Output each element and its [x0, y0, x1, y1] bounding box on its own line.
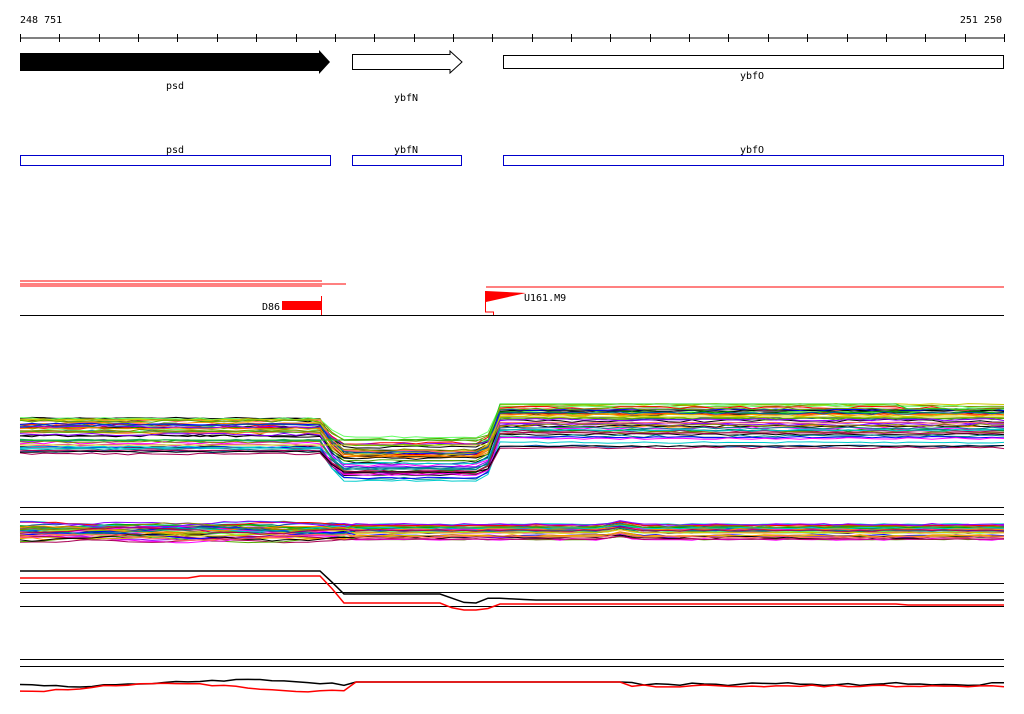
- feature-flag[interactable]: [486, 291, 526, 302]
- expression-track-3: [20, 570, 1004, 611]
- annotation-psd[interactable]: psd: [20, 145, 331, 166]
- expression-trace: [20, 575, 1004, 611]
- annotation-label: ybfO: [740, 145, 764, 156]
- expression-trace: [19, 444, 1005, 474]
- annotation-label: ybfN: [394, 145, 418, 156]
- feature-U161-M9[interactable]: U161.M9: [485, 291, 567, 315]
- expression-trace: [20, 403, 1004, 441]
- expression-track-2: [19, 520, 1005, 544]
- expression-trace: [19, 525, 1005, 534]
- expression-trace: [19, 413, 1005, 458]
- expression-trace: [19, 437, 1005, 476]
- expression-trace: [19, 407, 1005, 441]
- expression-trace: [19, 429, 1005, 473]
- coordinate-end-label: 251 250: [960, 15, 1002, 26]
- gene-label: ybfN: [394, 93, 418, 104]
- gene-ybfO[interactable]: ybfO: [503, 55, 1004, 83]
- ruler-ticks: [20, 34, 1005, 42]
- expression-trace: [19, 418, 1005, 446]
- expression-trace: [19, 428, 1005, 465]
- annotation-ybfN[interactable]: ybfN: [352, 145, 462, 166]
- feature-label: D86: [262, 302, 280, 313]
- annotation-ybfO[interactable]: ybfO: [503, 145, 1004, 166]
- gene-box[interactable]: [503, 55, 1004, 69]
- expression-trace: [19, 446, 1005, 475]
- expression-trace: [19, 526, 1005, 535]
- gene-label: psd: [166, 81, 184, 92]
- expression-track-4: [19, 678, 1005, 693]
- expression-trace: [19, 411, 1005, 455]
- expression-trace: [20, 570, 1004, 604]
- expression-trace: [19, 431, 1005, 473]
- annotation-label: psd: [166, 145, 184, 156]
- expression-trace: [19, 529, 1005, 537]
- gene-ybfN[interactable]: ybfN: [352, 49, 463, 104]
- gene-label: ybfO: [740, 71, 764, 82]
- expression-trace: [19, 526, 1005, 535]
- track-separators-2: [20, 659, 1004, 667]
- expression-trace: [19, 522, 1005, 531]
- expression-trace: [19, 520, 1005, 529]
- track-separators-1: [20, 507, 1004, 515]
- expression-trace: [19, 532, 1005, 542]
- feature-D86[interactable]: D86: [262, 296, 322, 315]
- expression-trace: [20, 416, 1004, 446]
- annotation-box[interactable]: [503, 155, 1004, 166]
- expression-trace: [19, 681, 1005, 693]
- coordinate-start-label: 248 751: [20, 15, 62, 26]
- arrow-right-outline-icon[interactable]: [352, 49, 463, 75]
- annotation-box[interactable]: [352, 155, 462, 166]
- feature-bar[interactable]: [282, 301, 321, 310]
- expression-trace: [19, 408, 1005, 456]
- coordinate-ruler: 248 751 251 250: [20, 15, 1005, 42]
- expression-trace: [19, 435, 1005, 480]
- expression-trace: [19, 524, 1005, 533]
- feature-label: U161.M9: [524, 293, 566, 304]
- expression-trace: [19, 441, 1005, 482]
- feature-tick: [485, 291, 494, 315]
- arrow-right-filled-icon[interactable]: [20, 50, 330, 74]
- feature-track: D86 U161.M9: [20, 280, 1004, 316]
- gene-psd[interactable]: psd: [20, 50, 330, 92]
- gene-track: psd ybfN ybfO: [20, 49, 1004, 104]
- annotation-track: psd ybfN ybfO: [20, 145, 1004, 166]
- expression-trace: [19, 416, 1005, 462]
- expression-track-1: [19, 403, 1005, 482]
- expression-trace: [19, 423, 1005, 452]
- annotation-box[interactable]: [20, 155, 331, 166]
